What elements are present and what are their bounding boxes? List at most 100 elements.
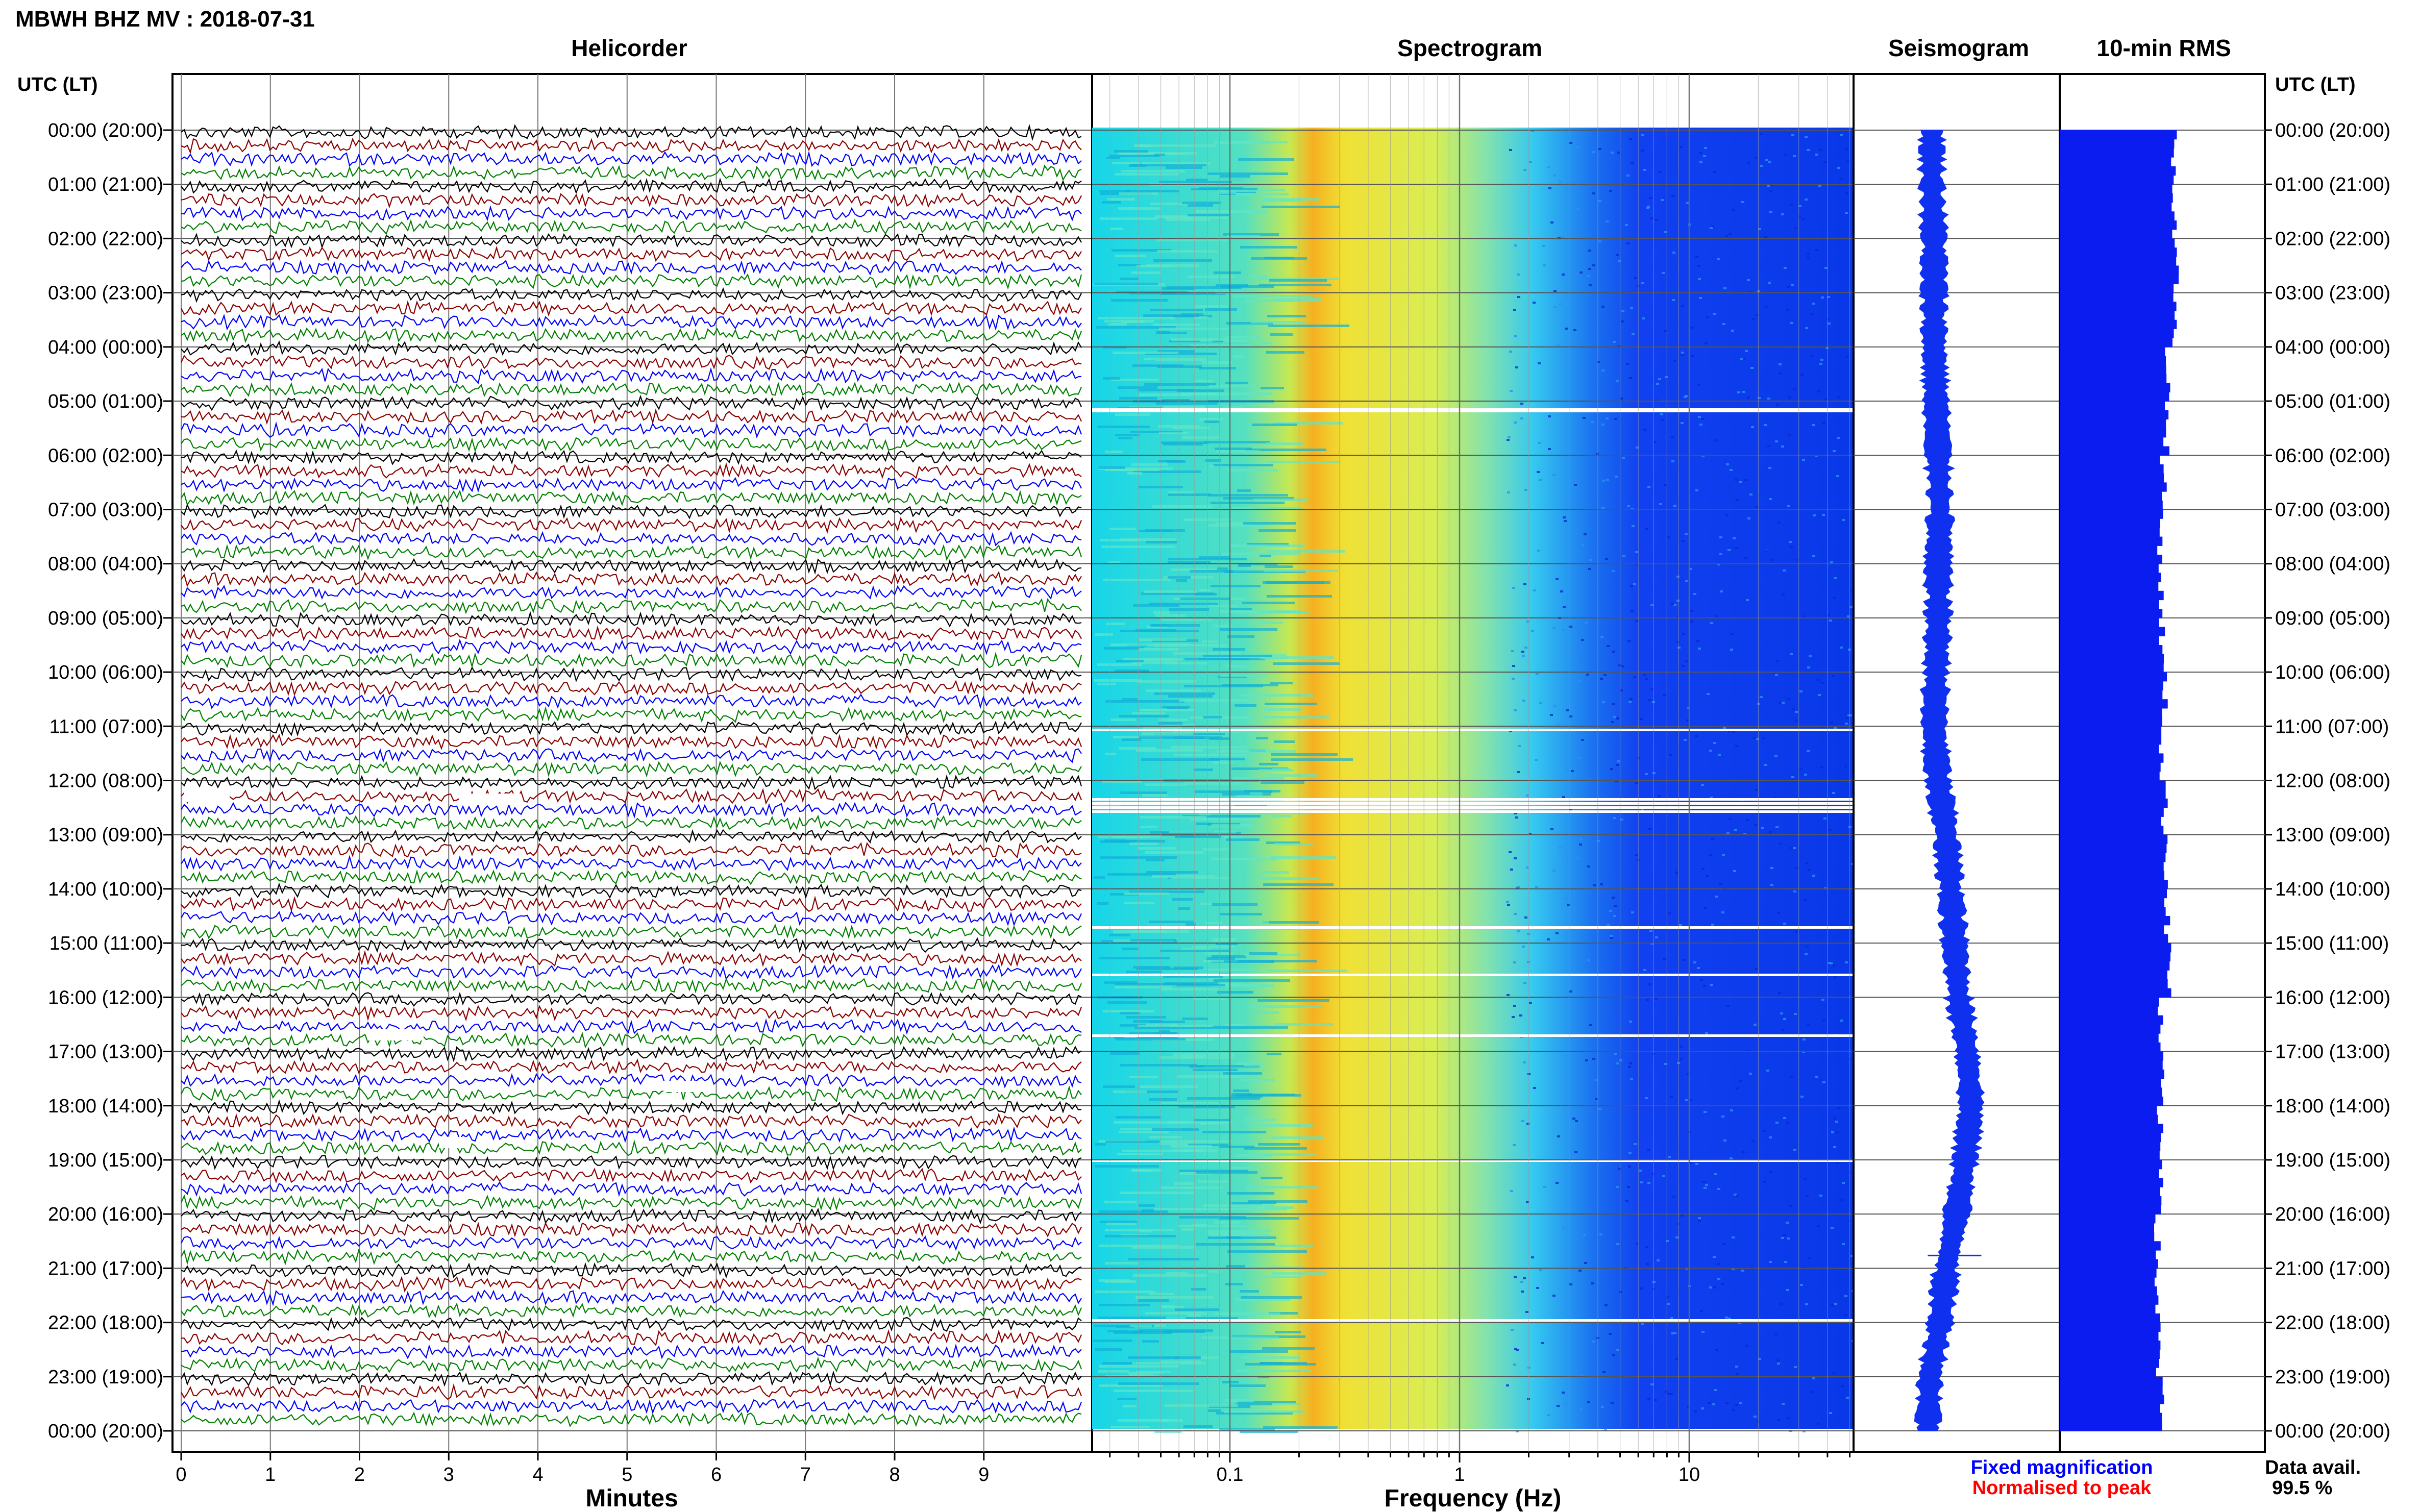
time-label: 19:00 (15:00) (48, 1150, 163, 1171)
legend-normalised-to-peak: Normalised to peak (1972, 1477, 2152, 1499)
helicorder-trace (181, 571, 1082, 587)
rms-bar (2060, 1268, 2157, 1278)
rms-bar (2060, 1322, 2161, 1332)
time-label: 20:00 (16:00) (2275, 1204, 2390, 1225)
rms-bar (2060, 1087, 2162, 1097)
helicorder-trace (181, 287, 1082, 303)
rms-bar (2060, 663, 2164, 673)
rms-bar (2060, 907, 2166, 916)
time-label: 05:00 (01:00) (2275, 391, 2390, 412)
time-label: 14:00 (10:00) (48, 879, 163, 900)
helicorder-trace (181, 327, 1082, 343)
rms-bar (2060, 428, 2166, 438)
rms-bar (2060, 383, 2170, 392)
rms-bar (2060, 491, 2162, 501)
helicorder-trace (181, 1235, 1082, 1251)
helicorder-x-axis: 0 1 2 3 4 5 6 7 8 9 (176, 1452, 989, 1485)
time-label: 00:00 (20:00) (2275, 120, 2390, 141)
rms-bar (2060, 500, 2163, 510)
time-label: 16:00 (12:00) (48, 987, 163, 1008)
time-labels-right: 00:00 (20:00) 01:00 (21:00) 02:00 (22:00) 0… (2265, 120, 2390, 1442)
helicorder-gridlines (172, 74, 1092, 1452)
time-label: 05:00 (01:00) (48, 391, 163, 412)
rms-bar (2060, 780, 2166, 790)
helicorder-trace (181, 1221, 1082, 1237)
rms-bar (2060, 1187, 2160, 1197)
rms-panel (2059, 73, 2266, 1453)
rms-bar (2060, 265, 2179, 275)
helicorder-trace (181, 1343, 1082, 1359)
time-label: 13:00 (09:00) (2275, 825, 2390, 846)
rms-bar (2060, 356, 2166, 365)
rms-bar (2060, 527, 2160, 537)
rms-bar (2060, 292, 2174, 302)
rms-bar (2060, 1277, 2155, 1287)
helicorder-tick-label: 6 (711, 1464, 722, 1485)
helicorder-title: Helicorder (571, 35, 687, 61)
rms-bar (2060, 1114, 2158, 1124)
helicorder-panel (171, 73, 1093, 1453)
helicorder-trace (181, 1139, 1082, 1156)
rms-bar (2060, 789, 2166, 799)
rms-bar (2060, 1368, 2156, 1377)
helicorder-trace (181, 829, 1082, 844)
page-title: MBWH BHZ MV : 2018-07-31 (15, 7, 315, 32)
rms-bar (2060, 229, 2173, 239)
rms-bar (2060, 617, 2159, 628)
time-label: 09:00 (05:00) (2275, 608, 2390, 629)
time-label: 22:00 (18:00) (2275, 1312, 2390, 1334)
helicorder-trace (181, 421, 1082, 439)
rms-bar (2060, 211, 2175, 221)
rms-bar (2060, 419, 2166, 429)
helicorder-trace (181, 462, 1082, 479)
time-label: 04:00 (00:00) (2275, 337, 2390, 358)
rms-bar (2060, 437, 2164, 447)
helicorder-trace (181, 680, 1082, 697)
rms-bar (2060, 871, 2164, 880)
rms-bar (2060, 1097, 2163, 1106)
time-label: 17:00 (13:00) (2275, 1042, 2390, 1063)
rms-bar (2060, 1358, 2159, 1368)
rms-bar (2060, 1214, 2156, 1224)
time-label: 03:00 (23:00) (2275, 283, 2390, 304)
helicorder-trace (181, 192, 1082, 209)
rms-bar (2060, 157, 2171, 167)
helicorder-trace (181, 340, 1082, 357)
rms-bar (2060, 410, 2169, 419)
rms-bar (2060, 798, 2168, 808)
rms-bar (2060, 1142, 2161, 1151)
seismogram-trace (1914, 130, 1985, 1431)
spectrogram-texture (1092, 130, 1855, 1433)
rms-bar (2060, 880, 2168, 889)
time-label: 01:00 (21:00) (2275, 174, 2390, 195)
time-label: 07:00 (03:00) (2275, 499, 2390, 520)
rms-bar (2060, 1286, 2157, 1296)
helicorder-trace (181, 1399, 1082, 1415)
rms-bar (2060, 1060, 2163, 1070)
helicorder-tick-label: 8 (889, 1464, 900, 1485)
rms-bar (2060, 302, 2177, 311)
helicorder-x-label: Minutes (585, 1485, 678, 1512)
time-labels-left: 00:00 (20:00) 01:00 (21:00) 02:00 (22:00) 0… (48, 120, 172, 1442)
helicorder-trace (181, 394, 1082, 411)
time-label: 10:00 (06:00) (2275, 662, 2390, 683)
rms-bar (2060, 166, 2176, 176)
rms-bar (2060, 1403, 2160, 1414)
helicorder-trace (181, 1302, 1082, 1319)
helicorder-trace (181, 437, 1082, 453)
rms-bar (2060, 1078, 2161, 1088)
time-label: 13:00 (09:00) (48, 825, 163, 846)
rms-bar (2060, 979, 2168, 989)
rms-bar (2060, 546, 2158, 555)
rms-bar (2060, 888, 2167, 899)
time-label: 17:00 (13:00) (48, 1042, 163, 1063)
helicorder-trace (181, 1289, 1082, 1307)
rms-bar (2060, 699, 2168, 709)
rms-bar (2060, 555, 2162, 564)
rms-bar (2060, 482, 2167, 492)
time-label: 23:00 (19:00) (2275, 1367, 2390, 1388)
rms-bar (2060, 455, 2160, 465)
time-label: 15:00 (11:00) (2275, 933, 2389, 954)
helicorder-trace (181, 367, 1082, 384)
helicorder-trace (181, 842, 1082, 859)
